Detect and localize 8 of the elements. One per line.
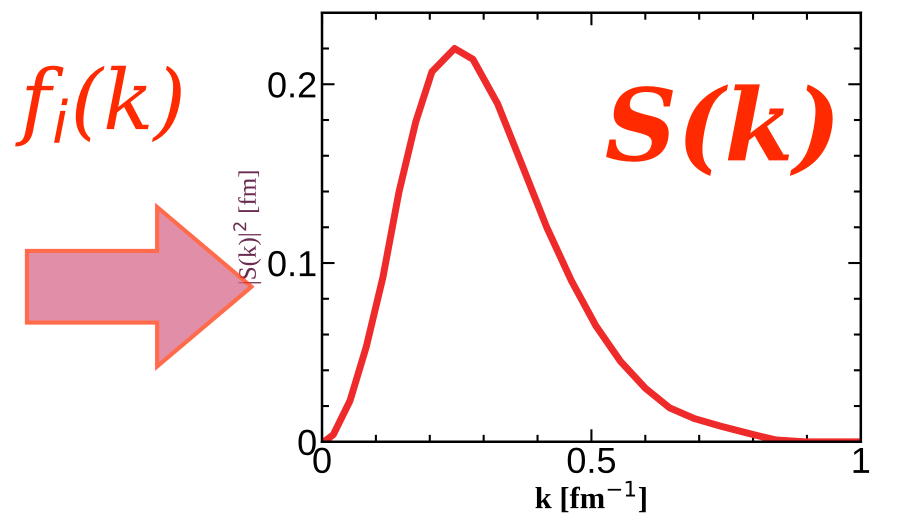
x-tick-label: 0.5 (568, 448, 616, 474)
text: f$_{i}$(k) (15, 66, 181, 146)
y-tick-label: 0.1 (268, 250, 316, 276)
x-tick-label: 1 (854, 448, 870, 473)
x-axis-title: k [fm$^{−1}$] (536, 480, 646, 512)
y-tick-label: 0.2 (268, 72, 316, 98)
annotation: S(k) (606, 84, 833, 176)
y-axis-title: |S(k)|$^{2}$ [fm] (233, 171, 262, 284)
